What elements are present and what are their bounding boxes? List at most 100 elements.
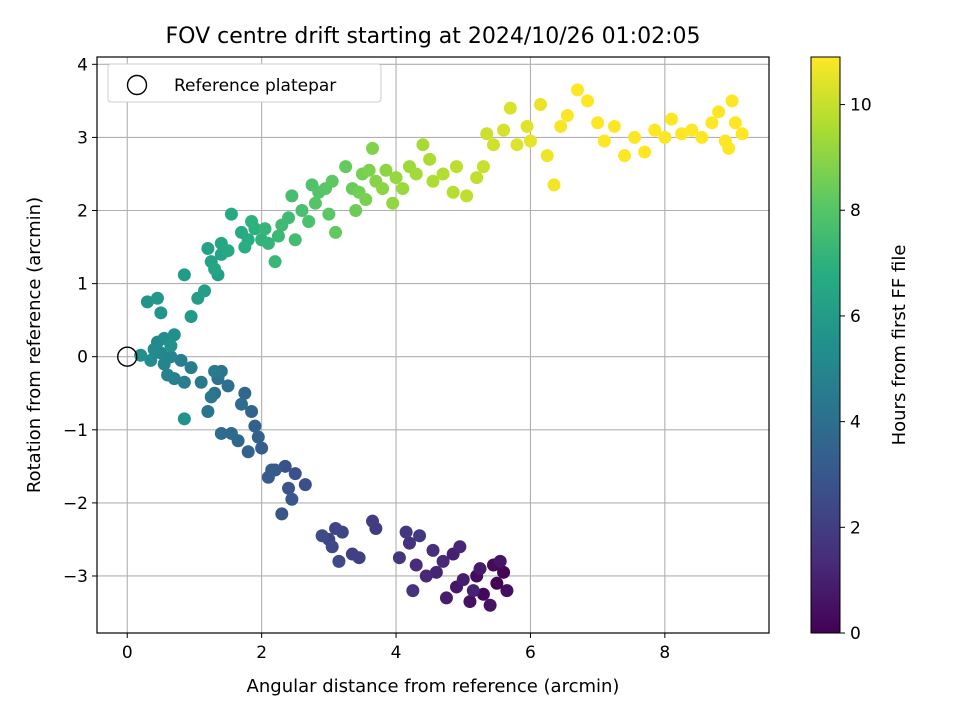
data-point — [436, 554, 450, 568]
legend: Reference platepar — [107, 63, 382, 103]
data-point — [366, 514, 380, 528]
data-point — [493, 554, 507, 568]
data-point — [413, 529, 427, 543]
data-point — [591, 116, 605, 130]
data-point — [547, 178, 561, 192]
data-point — [201, 242, 215, 256]
data-point — [523, 134, 537, 148]
colorbar: 0 2 4 6 8 10 — [810, 56, 872, 644]
x-tick-label: 4 — [391, 643, 402, 663]
data-point — [339, 160, 353, 174]
colorbar-tick-label: 0 — [850, 624, 861, 644]
data-point — [295, 204, 309, 218]
data-point — [362, 163, 376, 177]
data-point — [540, 149, 554, 163]
data-point — [194, 375, 208, 389]
data-point — [456, 573, 470, 587]
data-point — [177, 412, 191, 426]
data-point — [376, 182, 390, 196]
data-point — [399, 525, 413, 539]
data-point — [725, 94, 739, 108]
reference-platepar-marker — [117, 346, 138, 367]
data-point — [258, 222, 272, 236]
data-point — [184, 309, 198, 323]
data-point — [409, 558, 423, 572]
data-point — [500, 584, 514, 598]
data-point — [288, 233, 302, 247]
data-point — [497, 565, 511, 579]
data-point — [140, 295, 154, 309]
data-point — [503, 101, 517, 115]
legend-entry-reference: Reference platepar — [174, 76, 336, 96]
data-point — [265, 463, 279, 477]
data-point — [728, 116, 742, 130]
data-point — [426, 543, 440, 557]
data-point — [450, 160, 464, 174]
data-point — [554, 119, 568, 133]
data-point — [150, 291, 164, 305]
data-point — [473, 562, 487, 576]
data-point — [359, 193, 373, 207]
data-point — [238, 386, 252, 400]
data-point — [285, 189, 299, 203]
data-point — [392, 551, 406, 565]
data-point — [695, 130, 709, 144]
data-point — [248, 419, 262, 433]
data-point — [325, 540, 339, 554]
data-point — [460, 189, 474, 203]
data-point — [497, 123, 511, 137]
colorbar-tick-label: 2 — [850, 518, 861, 538]
data-point — [463, 595, 477, 609]
data-point — [221, 244, 235, 258]
data-point — [271, 229, 285, 243]
data-point — [298, 478, 312, 492]
data-point — [429, 565, 443, 579]
data-point — [685, 123, 699, 137]
data-point — [245, 214, 259, 228]
data-point — [144, 353, 158, 367]
data-point — [638, 145, 652, 159]
data-point — [439, 591, 453, 605]
data-point — [402, 536, 416, 550]
data-point — [177, 375, 191, 389]
data-point — [164, 339, 178, 353]
data-point — [251, 430, 265, 444]
chart-title: FOV centre drift starting at 2024/10/26 … — [166, 24, 701, 49]
data-point — [470, 171, 484, 185]
data-point — [379, 163, 393, 177]
y-tick-label: 1 — [77, 275, 88, 295]
data-point — [335, 525, 349, 539]
data-point — [221, 379, 235, 393]
data-point — [282, 481, 296, 495]
data-point — [597, 134, 611, 148]
data-point — [308, 196, 322, 210]
plot-frame — [96, 56, 770, 634]
data-point — [712, 105, 726, 119]
data-point — [208, 262, 222, 276]
y-tick-label: 2 — [77, 202, 88, 222]
data-point — [416, 138, 430, 152]
data-point — [705, 116, 719, 130]
data-point — [722, 141, 736, 155]
data-point — [278, 459, 292, 473]
data-point — [322, 207, 336, 221]
data-point — [480, 127, 494, 141]
data-point — [665, 112, 679, 126]
colorbar-gradient — [810, 56, 841, 634]
colorbar-tick-label: 4 — [850, 413, 861, 433]
y-axis-label: Rotation from reference (arcmin) — [24, 197, 45, 493]
data-point — [275, 507, 289, 521]
colorbar-tick-label: 10 — [850, 96, 872, 116]
data-point — [268, 255, 282, 269]
data-point — [161, 368, 175, 382]
data-point — [208, 364, 222, 378]
data-point — [261, 236, 275, 250]
x-axis-label: Angular distance from reference (arcmin) — [247, 676, 620, 697]
data-point — [570, 83, 584, 97]
data-point — [285, 492, 299, 506]
y-tick-label: −2 — [63, 494, 88, 514]
data-point — [366, 141, 380, 155]
data-point — [389, 171, 403, 185]
